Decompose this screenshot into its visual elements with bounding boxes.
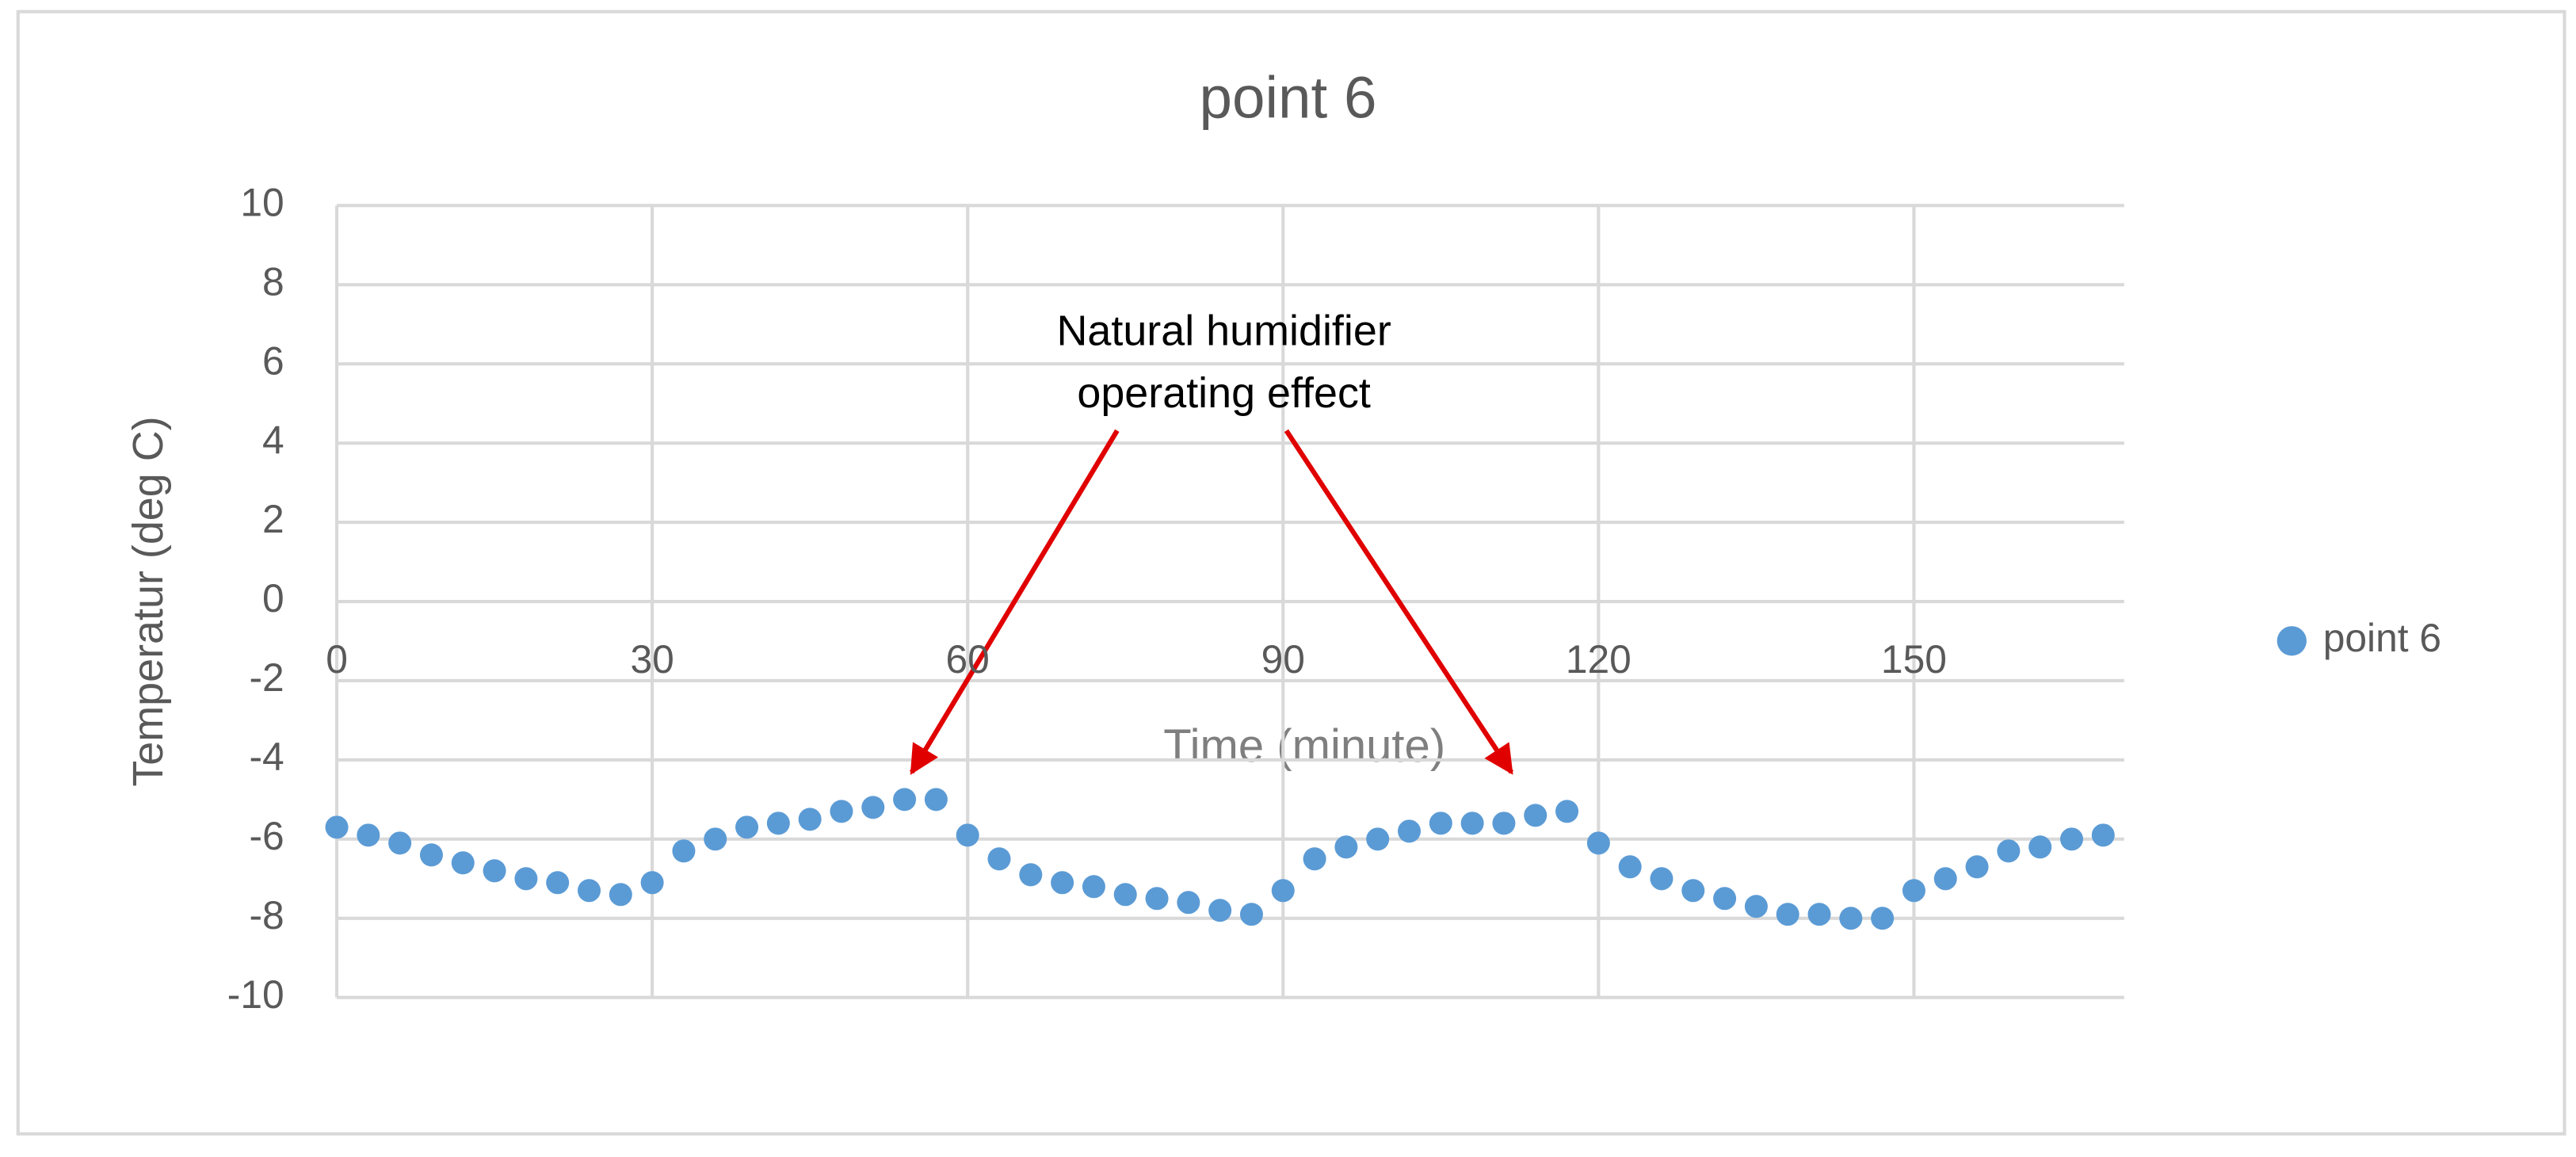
annotation: Natural humidifier: [1056, 307, 1391, 354]
x-tick-label: 60: [946, 637, 990, 682]
annotation-arrow: [910, 429, 1120, 775]
x-axis-title: Time (minute): [1163, 720, 1445, 772]
x-tick-label: 90: [1261, 637, 1305, 682]
data-point: [704, 827, 727, 851]
data-point: [1366, 827, 1390, 851]
data-point: [1933, 867, 1957, 891]
data-point: [451, 851, 475, 875]
data-point: [1492, 811, 1516, 835]
data-point: [1776, 903, 1799, 926]
data-point: [830, 800, 853, 823]
data-point: [1271, 879, 1295, 903]
data-point: [956, 823, 979, 847]
data-point: [1303, 847, 1326, 871]
x-tick-label: 150: [1881, 637, 1947, 682]
data-point: [1019, 863, 1043, 887]
data-point: [1965, 855, 1989, 879]
data-point: [1524, 804, 1548, 827]
y-tick-label: 4: [262, 418, 284, 462]
data-point: [546, 871, 570, 895]
y-tick-label: -10: [227, 972, 284, 1017]
y-axis-title: Temperatur (deg C): [124, 416, 172, 786]
data-point: [609, 883, 632, 907]
data-point: [1334, 835, 1358, 859]
data-point: [1082, 875, 1105, 899]
y-tick-label: -4: [249, 735, 284, 779]
data-point: [419, 843, 443, 867]
data-point: [1650, 867, 1673, 891]
data-point: [2059, 827, 2083, 851]
data-point: [766, 811, 790, 835]
data-point: [514, 867, 538, 891]
data-point: [1871, 907, 1895, 930]
data-point: [1208, 899, 1232, 922]
chart-frame: [16, 10, 2566, 1136]
data-point: [1744, 895, 1768, 918]
data-point: [1902, 879, 1925, 903]
data-point: [2028, 835, 2052, 859]
y-tick-label: 6: [262, 338, 284, 383]
data-point: [1145, 887, 1169, 911]
data-point: [1807, 903, 1831, 926]
data-point: [483, 859, 506, 883]
data-point: [577, 879, 601, 903]
annotation: operating effect: [1077, 369, 1371, 417]
y-tick-label: -2: [249, 655, 284, 700]
y-tick-label: 10: [240, 180, 284, 224]
data-point: [640, 871, 664, 895]
data-point: [1681, 879, 1705, 903]
data-point: [1586, 831, 1610, 855]
data-point: [1429, 811, 1452, 835]
data-point: [1239, 903, 1263, 926]
data-point: [798, 808, 822, 831]
legend-marker: [2276, 626, 2307, 656]
data-point: [735, 815, 759, 839]
data-point: [893, 788, 917, 811]
data-point: [1713, 887, 1737, 911]
data-point: [672, 839, 696, 863]
y-tick-label: 0: [262, 576, 284, 621]
data-point: [1113, 883, 1137, 907]
legend-label: point 6: [2323, 616, 2441, 660]
data-point: [357, 823, 380, 847]
data-point: [388, 831, 412, 855]
data-point: [1051, 871, 1074, 895]
y-tick-label: 2: [262, 497, 284, 541]
x-tick-label: 120: [1566, 637, 1631, 682]
data-point: [924, 788, 948, 811]
data-point: [1997, 839, 2021, 863]
x-tick-label: 30: [630, 637, 674, 682]
data-point: [1555, 800, 1579, 823]
data-point: [861, 796, 885, 819]
x-tick-label: 0: [326, 637, 348, 682]
data-point: [987, 847, 1011, 871]
data-point: [1839, 907, 1863, 930]
data-point: [2091, 823, 2115, 847]
data-point: [1460, 811, 1484, 835]
data-point: [325, 815, 349, 839]
data-point: [1397, 819, 1422, 843]
chart-title: point 6: [1199, 63, 1376, 130]
y-tick-label: -8: [249, 893, 284, 937]
y-tick-label: 8: [262, 259, 284, 304]
data-point: [1618, 855, 1642, 879]
y-tick-label: -6: [249, 814, 284, 858]
annotation-arrow: [1284, 429, 1514, 775]
data-point: [1177, 891, 1200, 915]
